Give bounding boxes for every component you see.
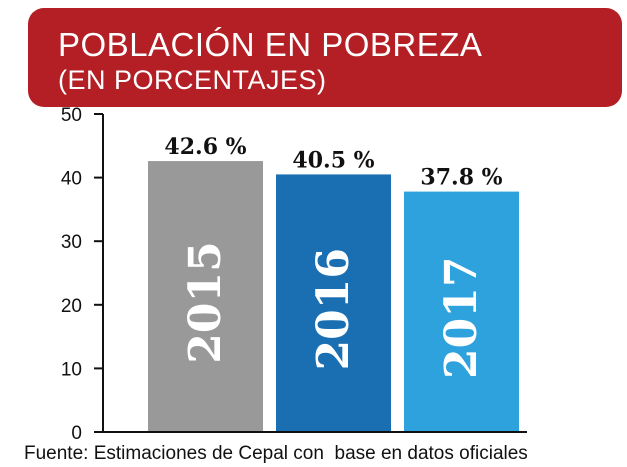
chart-title: POBLACIÓN EN POBREZA xyxy=(58,26,483,63)
y-tick-label-50: 50 xyxy=(61,105,82,126)
y-tick-label-0: 0 xyxy=(71,423,82,444)
bar-category-label-2016: 2016 xyxy=(308,248,359,370)
y-tick-label-40: 40 xyxy=(61,169,82,190)
bar-2016 xyxy=(276,174,391,433)
y-tick-label-10: 10 xyxy=(61,359,82,380)
bar-category-label-2017: 2017 xyxy=(436,257,487,379)
bar-2015 xyxy=(148,161,263,432)
value-label-2015: 42.6 % xyxy=(164,134,246,160)
y-tick-label-20: 20 xyxy=(61,296,82,317)
chart-subtitle: (EN PORCENTAJES) xyxy=(58,65,327,95)
bar-category-label-2015: 2015 xyxy=(180,241,231,363)
value-label-2016: 40.5 % xyxy=(292,147,374,173)
title-banner: POBLACIÓN EN POBREZA (EN PORCENTAJES) xyxy=(28,8,622,107)
source-note: Fuente: Estimaciones de Cepal con base e… xyxy=(24,443,528,464)
y-tick-label-30: 30 xyxy=(61,232,82,253)
bar-2017 xyxy=(404,191,519,432)
value-label-2017: 37.8 % xyxy=(420,165,502,191)
